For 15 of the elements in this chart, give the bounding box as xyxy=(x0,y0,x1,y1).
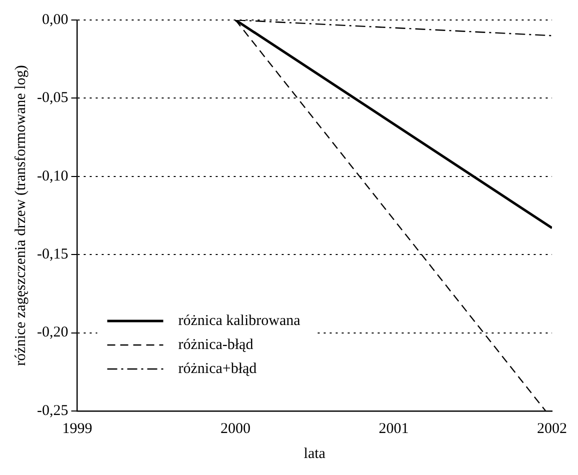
x-axis-title: lata xyxy=(304,446,326,462)
y-tick-label: -0,20 xyxy=(36,324,68,341)
legend-label: różnica kalibrowana xyxy=(178,312,301,329)
y-tick-label: 0,00 xyxy=(42,12,68,28)
legend-label: różnica+błąd xyxy=(178,360,258,377)
y-tick-label: -0,15 xyxy=(36,246,68,263)
y-tick-label: -0,10 xyxy=(36,168,68,184)
y-tick-label: -0,25 xyxy=(36,402,68,419)
x-tick-label: 2002 xyxy=(537,420,567,437)
y-tick-label: -0,05 xyxy=(36,90,68,106)
y-axis-title: różnice zagęszczenia drzew (transformowane log) xyxy=(12,65,29,366)
x-tick-label: 2001 xyxy=(378,420,409,437)
x-tick-label: 1999 xyxy=(62,420,92,437)
legend-label: różnica-błąd xyxy=(178,336,254,353)
x-tick-label: 2000 xyxy=(220,420,250,437)
